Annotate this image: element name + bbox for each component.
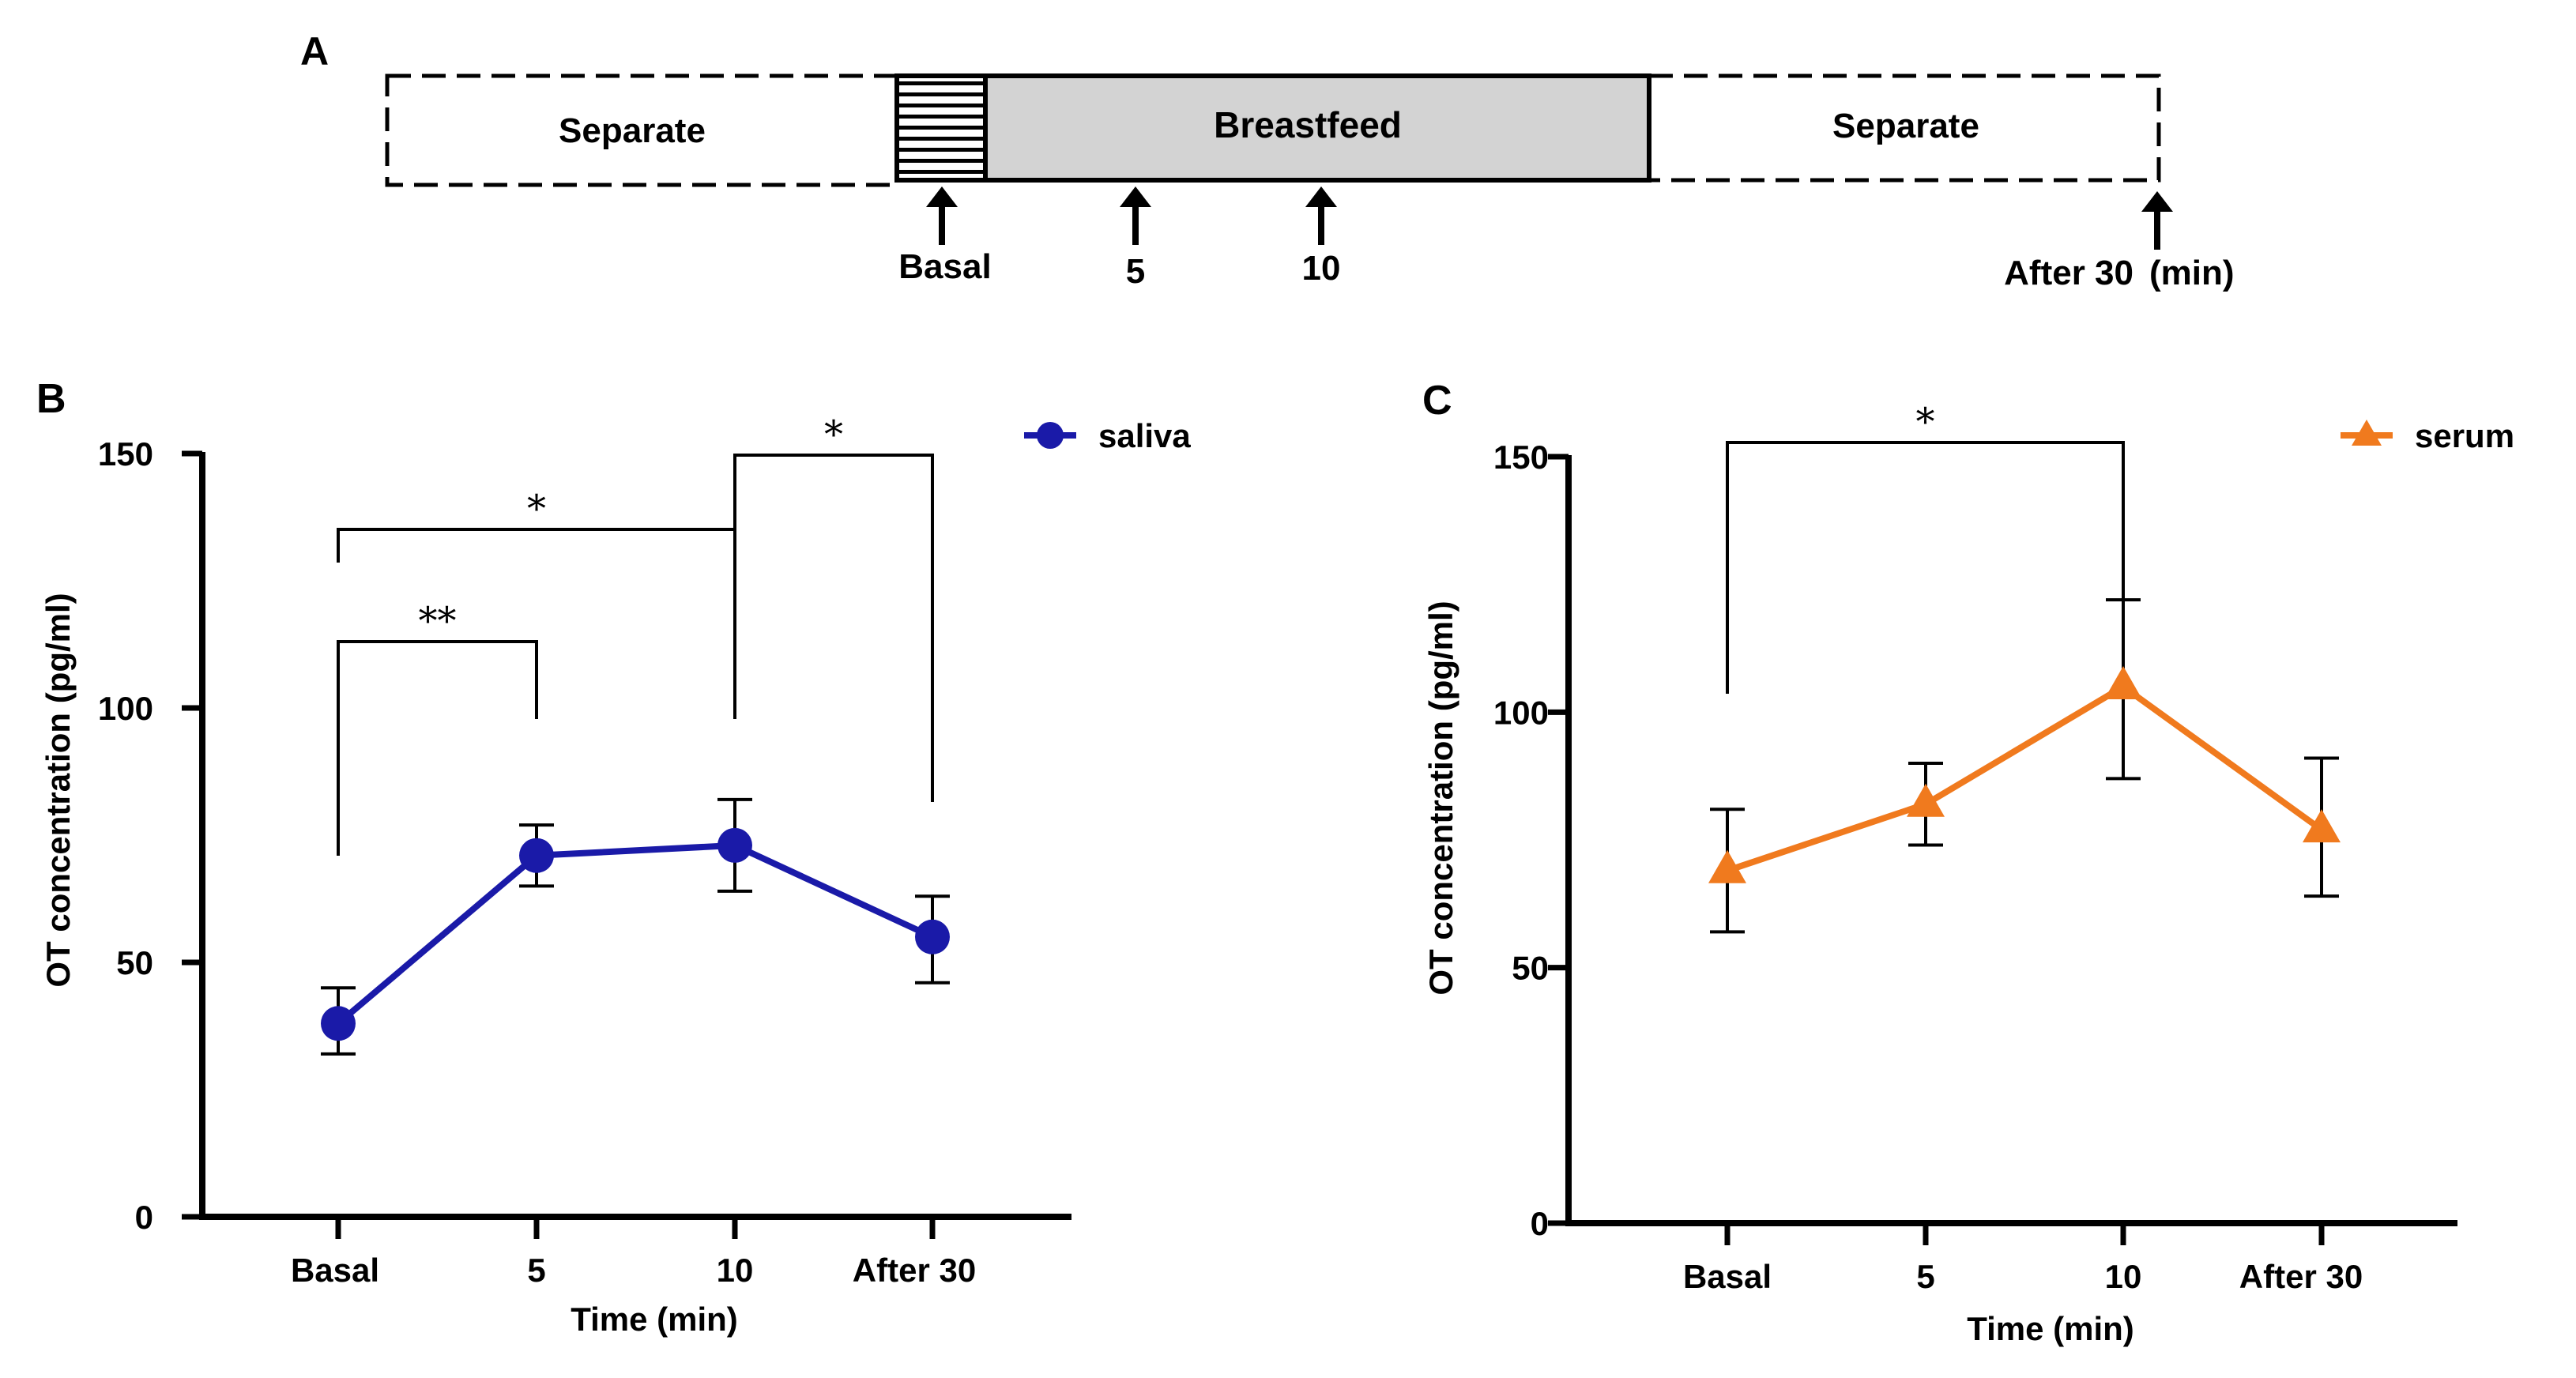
- panel-c-x-axis-title: Time (min): [1967, 1310, 2134, 1347]
- panel-a-label: A: [300, 29, 329, 73]
- timepoint-unit-label: (min): [2149, 254, 2235, 292]
- panel-c-data-point-2: [2104, 666, 2142, 699]
- panel-c-label: C: [1422, 378, 1452, 424]
- panel-b-y-tick-label-0: 0: [135, 1199, 153, 1236]
- panel-c-x-tick-label-0: Basal: [1683, 1258, 1772, 1295]
- panel-b-data-point-0: [321, 1006, 356, 1041]
- panel-c-x-tick-label-2: 10: [2105, 1258, 2142, 1295]
- timepoint-arrow-10: [1305, 186, 1337, 245]
- panel-c-chart: C OT concentration (pg/ml) Time (min) 0 5…: [1422, 378, 2514, 1347]
- segment-separate-before-label: Separate: [559, 111, 706, 150]
- panel-c-y-tick-label-3: 150: [1493, 439, 1549, 476]
- panel-b-label: B: [36, 376, 66, 422]
- panel-b-y-axis-title-wrap: OT concentration (pg/ml): [40, 593, 77, 987]
- panel-b-significance-bracket-1: [337, 640, 538, 856]
- panel-b-y-tick-label-3: 150: [98, 435, 153, 473]
- panel-b-legend-marker: [1037, 422, 1064, 449]
- panel-c-y-tick-label-0: 0: [1531, 1205, 1549, 1242]
- panel-c-significance-label-0: *: [1916, 400, 1935, 444]
- panel-c-series-line-serum: [1726, 683, 2324, 874]
- segment-breastfeed: [983, 73, 1651, 183]
- timepoint-label-basal: Basal: [898, 247, 991, 286]
- panel-c-y-axis-title-wrap: OT concentration (pg/ml): [1422, 601, 1459, 995]
- panel-b-x-tick-label-1: 5: [527, 1252, 545, 1289]
- panel-b-x-tick-label-0: Basal: [291, 1252, 379, 1289]
- panel-b-legend: saliva: [1024, 417, 1191, 454]
- basal-hatched-block: [894, 73, 988, 183]
- panel-b-data-point-1: [519, 838, 554, 873]
- panel-b-legend-label: saliva: [1098, 417, 1191, 454]
- panel-c-y-axis-title: OT concentration (pg/ml): [1422, 601, 1459, 995]
- panel-c-significance-bracket-0: [1726, 441, 2125, 695]
- panel-c-x-tick-label-1: 5: [1916, 1258, 1934, 1295]
- panel-b-y-axis-title: OT concentration (pg/ml): [40, 593, 77, 987]
- panel-c-data-point-1: [1907, 783, 1945, 817]
- segment-separate-after: [1647, 73, 2161, 183]
- timepoint-arrow-5: [1120, 186, 1151, 245]
- timepoint-arrow-basal: [926, 186, 958, 245]
- panel-b-data-point-3: [915, 919, 950, 954]
- timepoint-arrow-after-30: [2141, 191, 2173, 250]
- panel-b-x-tick-label-3: After 30: [853, 1252, 976, 1289]
- panel-b-significance-bracket-2: [733, 454, 934, 802]
- panel-c-legend: serum: [2341, 417, 2514, 454]
- panel-b-x-tick-label-2: 10: [717, 1252, 754, 1289]
- panel-a: A Separate Breastfeed Separate: [300, 29, 2235, 292]
- panel-c-x-tick-label-3: After 30: [2239, 1258, 2363, 1295]
- panel-b-significance-label-1: **: [419, 599, 457, 643]
- panel-c-legend-label: serum: [2415, 417, 2514, 454]
- panel-b-significance-label-0: *: [527, 487, 546, 531]
- timepoint-label-5: 5: [1126, 252, 1145, 291]
- panel-b-y-tick-label-2: 100: [98, 690, 153, 727]
- panel-b-significance-label-2: *: [824, 412, 843, 457]
- panel-c-y-tick-label-2: 100: [1493, 694, 1549, 731]
- panel-b-chart: B OT concentration (pg/ml) Time (min) 0 5…: [36, 376, 1191, 1338]
- segment-breastfeed-label: Breastfeed: [1214, 104, 1402, 145]
- segment-separate-after-label: Separate: [1832, 107, 1979, 145]
- panel-c-data-point-3: [2303, 809, 2341, 843]
- panel-b-y-tick-label-1: 50: [116, 944, 153, 981]
- panel-c-legend-marker: [2352, 420, 2382, 446]
- panel-c-y-tick-label-1: 50: [1512, 950, 1549, 987]
- panel-b-data-point-2: [717, 827, 752, 863]
- panel-b-x-axis-title: Time (min): [571, 1301, 738, 1338]
- timepoint-label-10: 10: [1302, 249, 1341, 288]
- panel-c-data-point-0: [1708, 849, 1746, 883]
- panel-b-series-line-saliva: [336, 841, 934, 1026]
- timepoint-label-after-30: After 30: [2004, 254, 2133, 292]
